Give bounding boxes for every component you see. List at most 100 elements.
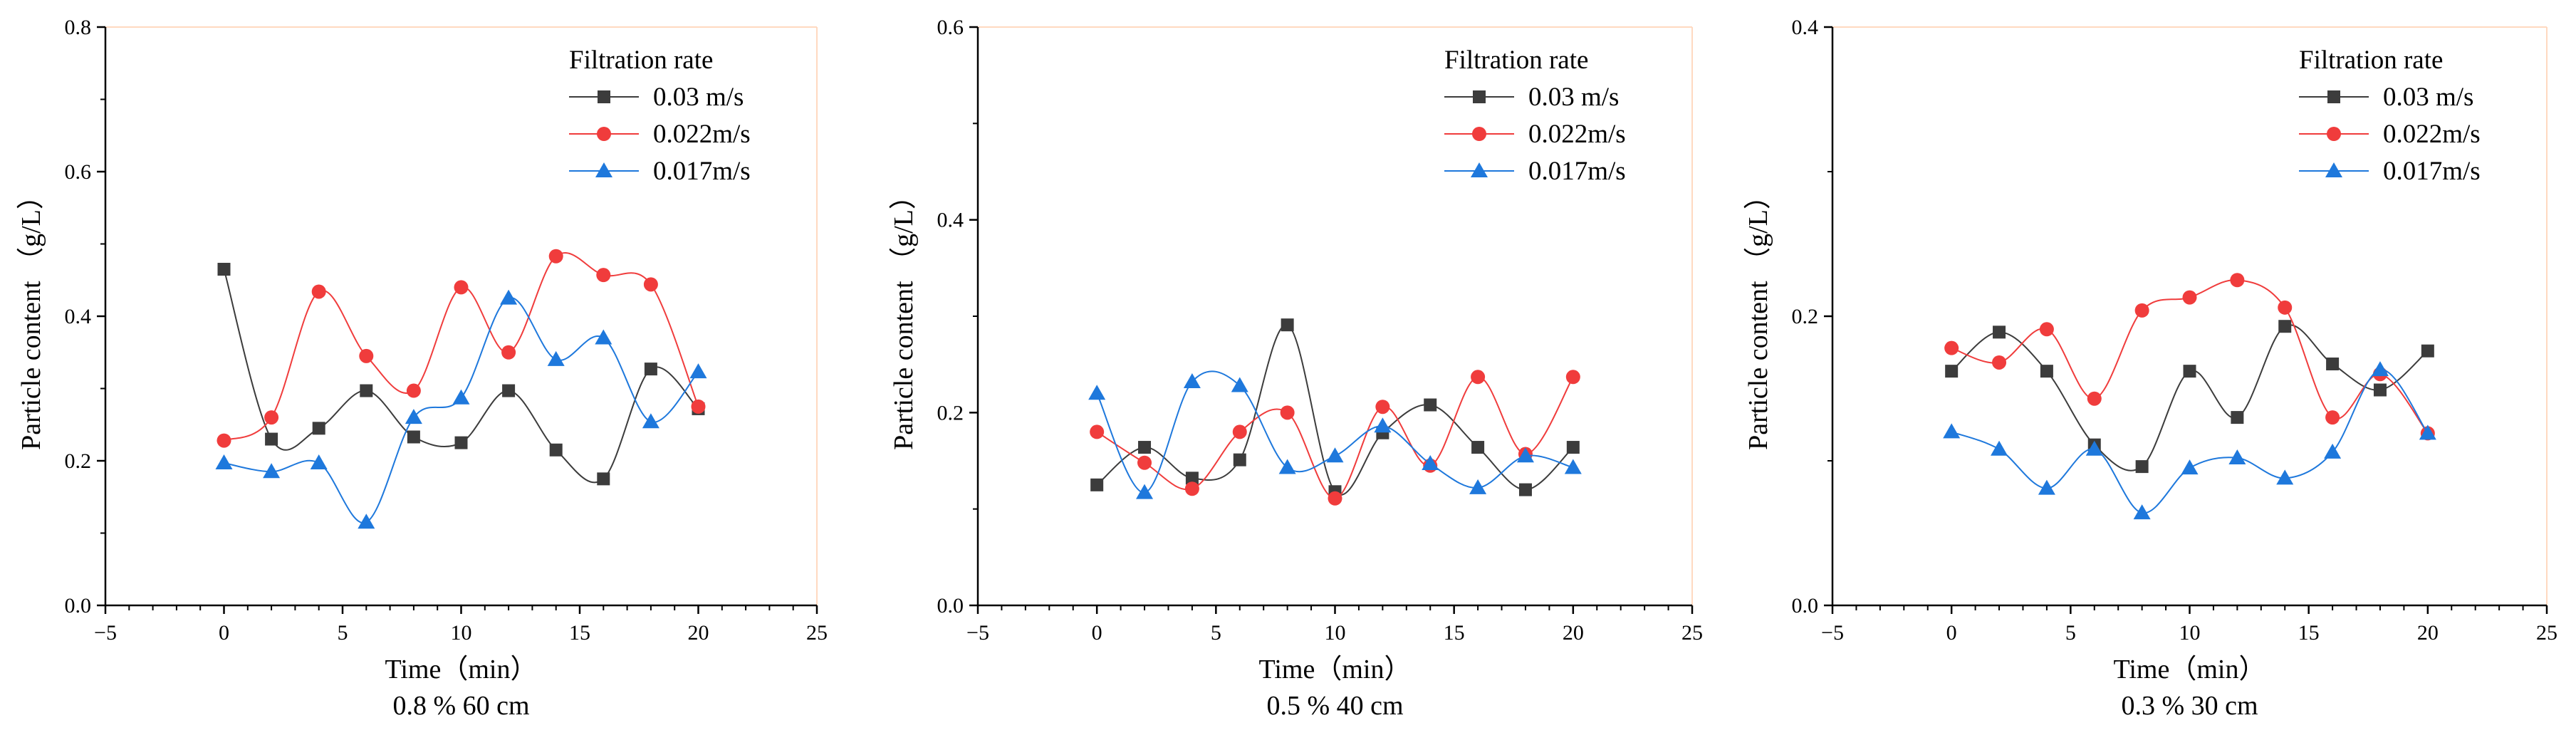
- legend-triangle-marker: [1471, 162, 1488, 177]
- triangle-marker: [689, 363, 707, 379]
- triangle-marker: [2133, 504, 2151, 520]
- triangle-marker: [358, 514, 375, 529]
- square-marker: [2040, 365, 2053, 378]
- circle-marker: [1328, 491, 1342, 506]
- circle-marker: [1375, 400, 1390, 415]
- series-3: [1943, 361, 2436, 520]
- square-marker: [2135, 460, 2149, 474]
- x-tick-label: −5: [1821, 621, 1844, 645]
- triangle-marker: [452, 389, 470, 405]
- circle-marker: [264, 410, 279, 425]
- legend-title: Filtration rate: [2299, 46, 2443, 75]
- circle-marker: [1232, 424, 1247, 439]
- legend-entry-label: 0.03 m/s: [2383, 83, 2473, 112]
- legend-circle-marker: [1472, 127, 1486, 141]
- square-marker: [1138, 441, 1152, 454]
- chart-panel-2: 0.0 0.2 0.4 0.6 −5 0 5 10 15 20 25 Time（min） 0.5 % 4…: [889, 16, 1703, 721]
- legend-entry-label: 0.017m/s: [1528, 157, 1626, 186]
- square-marker: [2183, 365, 2196, 378]
- legend-circle-marker: [597, 127, 611, 141]
- legend-square-marker: [2327, 90, 2340, 103]
- legend-entry-label: 0.03 m/s: [653, 83, 744, 112]
- triangle-marker: [2371, 361, 2389, 377]
- circle-marker: [2230, 273, 2245, 288]
- y-axis-title: Particle content （g/L）: [889, 182, 919, 450]
- square-marker: [454, 436, 468, 449]
- circle-marker: [1565, 370, 1580, 385]
- circle-marker: [454, 280, 469, 295]
- triangle-marker: [2085, 440, 2103, 456]
- circle-marker: [643, 277, 658, 292]
- y-tick-label: 0.6: [937, 16, 964, 39]
- triangle-marker: [405, 409, 422, 424]
- triangle-marker: [500, 289, 518, 305]
- series-line: [1096, 376, 1574, 499]
- series-1: [1945, 320, 2434, 474]
- square-marker: [1233, 453, 1246, 467]
- square-marker: [407, 430, 420, 444]
- circle-marker: [2278, 300, 2293, 315]
- panel-caption: 0.8 % 60 cm: [392, 691, 529, 721]
- triangle-marker: [2038, 479, 2055, 495]
- x-tick-label: 20: [1563, 621, 1584, 645]
- x-axis-title: Time（min）: [1259, 655, 1412, 684]
- circle-marker: [311, 284, 326, 299]
- circle-marker: [501, 345, 516, 360]
- legend: Filtration rate 0.03 m/s 0.022m/s 0.017m/s: [569, 46, 751, 186]
- x-tick-label: 5: [1211, 621, 1221, 645]
- triangle-marker: [1422, 455, 1439, 471]
- x-tick-label: 10: [451, 621, 472, 645]
- series-1: [1090, 318, 1580, 499]
- x-tick-label: 25: [1681, 621, 1703, 645]
- y-tick-label: 0.4: [1792, 16, 1819, 39]
- legend-title: Filtration rate: [569, 46, 713, 75]
- square-marker: [2421, 344, 2434, 358]
- triangle-marker: [1278, 459, 1296, 474]
- square-marker: [1185, 471, 1199, 485]
- triangle-marker: [1469, 479, 1487, 494]
- triangle-marker: [2276, 469, 2294, 485]
- legend-entry-label: 0.03 m/s: [1528, 83, 1619, 112]
- panel-caption: 0.3 % 30 cm: [2121, 691, 2258, 721]
- legend-square-marker: [598, 90, 610, 103]
- triangle-marker: [2181, 459, 2199, 475]
- chart-panel-3: 0.0 0.2 0.4 −5 0 5 10 15 20 25 Time（min） 0.3 % 30 c…: [1743, 16, 2557, 721]
- panel-caption: 0.5 % 40 cm: [1266, 691, 1403, 721]
- square-marker: [1993, 325, 2006, 339]
- triangle-marker: [1516, 447, 1534, 463]
- circle-marker: [1992, 355, 2007, 370]
- series-line: [1951, 369, 2429, 514]
- square-marker: [2373, 383, 2387, 397]
- x-tick-label: 20: [688, 621, 709, 645]
- circle-marker: [548, 249, 563, 264]
- square-marker: [597, 472, 610, 486]
- triangle-marker: [642, 413, 659, 429]
- y-tick-label: 0.2: [65, 449, 92, 473]
- x-axis-title: Time（min）: [385, 655, 538, 684]
- legend-entry-label: 0.017m/s: [653, 157, 751, 186]
- square-marker: [1518, 483, 1532, 496]
- circle-marker: [217, 433, 231, 448]
- triangle-marker: [1374, 417, 1392, 433]
- square-marker: [1566, 441, 1580, 454]
- legend: Filtration rate 0.03 m/s 0.022m/s 0.017m/s: [2299, 46, 2481, 186]
- series-1: [217, 263, 705, 486]
- circle-marker: [1471, 370, 1486, 385]
- y-tick-label: 0.8: [65, 16, 92, 39]
- x-tick-label: 25: [2536, 621, 2557, 645]
- y-tick-label: 0.0: [65, 594, 92, 617]
- square-marker: [360, 384, 373, 397]
- triangle-marker: [1136, 484, 1154, 499]
- square-marker: [1281, 318, 1294, 332]
- triangle-marker: [1326, 447, 1344, 463]
- x-tick-label: −5: [94, 621, 117, 645]
- legend-triangle-marker: [2325, 162, 2342, 177]
- triangle-marker: [2324, 443, 2342, 459]
- x-tick-label: 10: [1325, 621, 1346, 645]
- circle-marker: [1090, 424, 1105, 439]
- x-tick-label: 15: [569, 621, 590, 645]
- square-marker: [502, 384, 516, 397]
- series-3: [215, 289, 707, 529]
- y-tick-label: 0.0: [937, 594, 964, 617]
- square-marker: [2326, 357, 2340, 370]
